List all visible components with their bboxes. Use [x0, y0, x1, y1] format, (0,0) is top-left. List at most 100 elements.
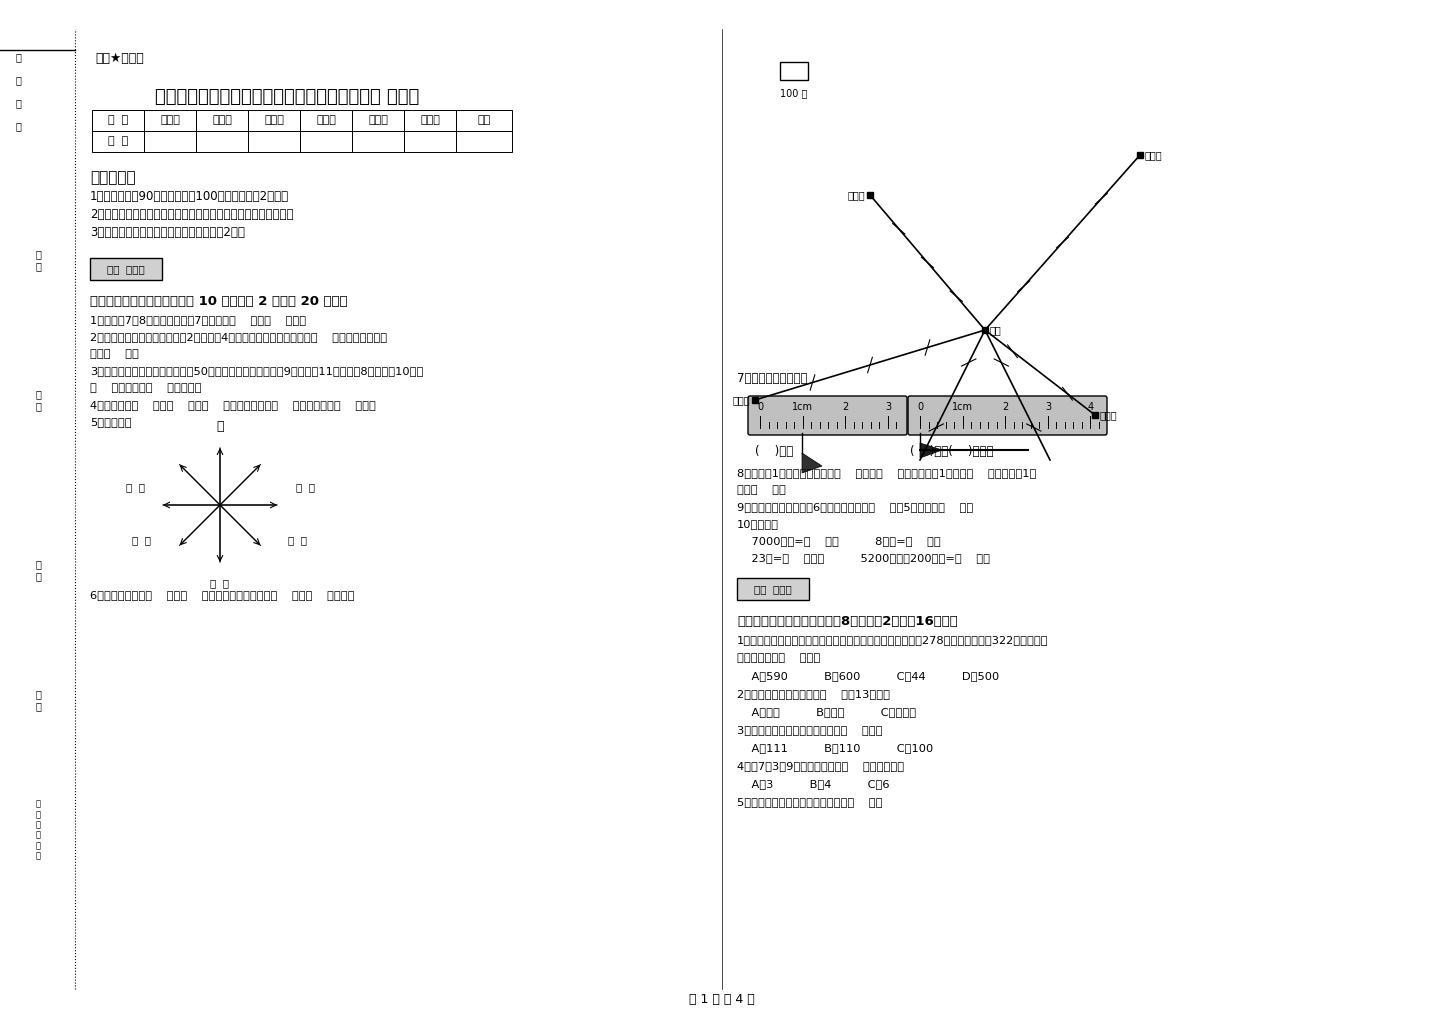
Text: 综合题: 综合题: [368, 115, 387, 125]
Text: 2: 2: [1001, 403, 1009, 412]
Text: 100 米: 100 米: [780, 88, 808, 98]
Text: 小明家: 小明家: [1100, 410, 1117, 420]
Bar: [197, 131, 249, 152]
Text: 装: 装: [14, 75, 20, 85]
Text: 学
校: 学 校: [35, 689, 40, 711]
Text: 小丽家: 小丽家: [1144, 150, 1163, 160]
Bar: [301, 131, 353, 152]
Text: 3、不要在试卷上乱写乱画，卷面不整洁扣2分。: 3、不要在试卷上乱写乱画，卷面不整洁扣2分。: [90, 226, 244, 239]
Bar: [92, 131, 144, 152]
Text: 小红家: 小红家: [847, 190, 866, 200]
Bar: [457, 131, 512, 152]
Text: 3、体育老师对第一小组同学进行50米跑测试，成绩如下小红9秒，小丽11秒，小明8秒，小军10秒。: 3、体育老师对第一小组同学进行50米跑测试，成绩如下小红9秒，小丽11秒，小明8…: [90, 366, 423, 376]
Text: 小明家: 小明家: [733, 395, 750, 405]
Text: 0: 0: [757, 403, 763, 412]
Text: 7、量出钉子的长度。: 7、量出钉子的长度。: [737, 372, 808, 385]
Text: 得分  评卷人: 得分 评卷人: [107, 264, 144, 274]
Text: 5、填一填。: 5、填一填。: [90, 417, 131, 427]
Text: 1、考试时间：90分钟，满分为100分（含卷面分2分）。: 1、考试时间：90分钟，满分为100分（含卷面分2分）。: [90, 190, 289, 203]
Text: （  ）: （ ）: [126, 482, 144, 492]
Text: 1、时针在7和8之间，分针指向7，这时是（    ）时（    ）分。: 1、时针在7和8之间，分针指向7，这时是（ ）时（ ）分。: [90, 315, 306, 325]
Bar: [737, 578, 809, 600]
Text: 0: 0: [918, 403, 923, 412]
Text: 2、按农历计算，有的年份（    ）有13个月。: 2、按农历计算，有的年份（ ）有13个月。: [737, 689, 890, 699]
Text: 判断题: 判断题: [264, 115, 283, 125]
Bar: [92, 110, 144, 131]
Polygon shape: [802, 453, 822, 473]
Text: 乡
镇
（
街
道
）: 乡 镇 （ 街 道 ）: [36, 800, 40, 860]
Text: 9、把一根绳子平均分成6份，每份是它的（    ），5份是它的（    ）。: 9、把一根绳子平均分成6份，每份是它的（ ），5份是它的（ ）。: [737, 502, 974, 512]
Text: 10、换算。: 10、换算。: [737, 519, 779, 529]
Text: （  ）: （ ）: [295, 482, 315, 492]
Text: 班
级: 班 级: [35, 559, 40, 581]
Text: 6、小红家在学校（    ）方（    ）米处；小明家在学校（    ）方（    ）米处。: 6、小红家在学校（ ）方（ ）米处；小明家在学校（ ）方（ ）米处。: [90, 590, 354, 600]
Bar: [405, 131, 457, 152]
Text: 考试须知：: 考试须知：: [90, 170, 136, 185]
Text: 4: 4: [1088, 403, 1094, 412]
Text: 学校: 学校: [990, 325, 1001, 335]
Text: 4、用7、3、9三个数字可组成（    ）个三位数。: 4、用7、3、9三个数字可组成（ ）个三位数。: [737, 761, 905, 771]
Text: 题: 题: [14, 52, 20, 62]
Text: 得分  评卷人: 得分 评卷人: [754, 584, 792, 594]
Text: 得  分: 得 分: [108, 137, 129, 147]
Text: 江西省重点小学三年级数学下学期每周一练试卷 附解析: 江西省重点小学三年级数学下学期每周一练试卷 附解析: [155, 88, 419, 106]
Text: 线: 线: [14, 121, 20, 131]
Bar: [301, 110, 353, 131]
Text: 8、分针走1小格，秒针正好走（    ），是（    ）秒。分针走1大格是（    ），时针走1大: 8、分针走1小格，秒针正好走（ ），是（ ）秒。分针走1大格是（ ），时针走1大: [737, 468, 1036, 478]
Text: (    )毫米: ( )毫米: [754, 445, 793, 458]
Text: A、一定          B、可能          C、不可能: A、一定 B、可能 C、不可能: [737, 707, 916, 717]
Text: 2、劳动课上做纸花，红红做了2朵纸花，4朵蓝花，红花占纸花总数的（    ），蓝花占纸花总: 2、劳动课上做纸花，红红做了2朵纸花，4朵蓝花，红花占纸花总数的（ ），蓝花占纸…: [90, 332, 387, 342]
Text: (    )厘米(    )毫米。: ( )厘米( )毫米。: [910, 445, 994, 458]
Text: 格是（    ）。: 格是（ ）。: [737, 485, 786, 495]
Text: 应用题: 应用题: [420, 115, 439, 125]
Text: A、111          B、110          C、100: A、111 B、110 C、100: [737, 743, 933, 753]
FancyBboxPatch shape: [749, 396, 907, 435]
Bar: [197, 110, 249, 131]
Text: A、3          B、4          C、6: A、3 B、4 C、6: [737, 779, 890, 789]
Text: 第 1 页 共 4 页: 第 1 页 共 4 页: [689, 993, 754, 1006]
Text: 1、广州新电视塔是广州市目前最高的建筑，它比中信大厦高278米。中信大厦高322米，那么广: 1、广州新电视塔是广州市目前最高的建筑，它比中信大厦高278米。中信大厦高322…: [737, 635, 1049, 645]
Bar: [144, 110, 197, 131]
Text: 4、你出生于（    ）年（    ）月（    ）日，那一年是（    ）年，全年有（    ）天。: 4、你出生于（ ）年（ ）月（ ）日，那一年是（ ）年，全年有（ ）天。: [90, 400, 376, 410]
Text: 数的（    ）。: 数的（ ）。: [90, 348, 139, 359]
Bar: [457, 110, 512, 131]
Text: 7000千克=（    ）吨          8千克=（    ）克: 7000千克=（ ）吨 8千克=（ ）克: [737, 536, 941, 546]
Text: （  ）: （ ）: [289, 535, 308, 545]
Text: （  ）: （ ）: [133, 535, 152, 545]
Bar: [780, 62, 808, 81]
Text: 1cm: 1cm: [792, 403, 812, 412]
Text: 一、用心思考，正确填空（共 10 题，每题 2 分，共 20 分）。: 一、用心思考，正确填空（共 10 题，每题 2 分，共 20 分）。: [90, 294, 348, 308]
Text: 3、最大的三位数是最大一位数的（    ）倍。: 3、最大的三位数是最大一位数的（ ）倍。: [737, 725, 883, 735]
Bar: [353, 131, 405, 152]
Text: 23吨=（    ）千克          5200千克－200千克=（    ）吨: 23吨=（ ）千克 5200千克－200千克=（ ）吨: [737, 553, 990, 564]
Text: 2: 2: [842, 403, 848, 412]
Text: 计算题: 计算题: [316, 115, 335, 125]
Text: 州新电视塔高（    ）米。: 州新电视塔高（ ）米。: [737, 653, 821, 663]
Text: 二、反复比较，慎重选择（共8题，每题2分，共16分）。: 二、反复比较，慎重选择（共8题，每题2分，共16分）。: [737, 615, 958, 628]
Text: 绝密★启用前: 绝密★启用前: [95, 52, 143, 65]
Bar: [353, 110, 405, 131]
Text: 1cm: 1cm: [951, 403, 972, 412]
Text: 选择题: 选择题: [212, 115, 233, 125]
Text: （  ）: （ ）: [211, 578, 230, 588]
Text: 姓
名: 姓 名: [35, 389, 40, 411]
Text: 总分: 总分: [477, 115, 491, 125]
FancyBboxPatch shape: [907, 396, 1107, 435]
Text: 题  号: 题 号: [108, 115, 129, 125]
Text: 北: 北: [217, 420, 224, 433]
Text: A、590          B、600          C、44          D、500: A、590 B、600 C、44 D、500: [737, 671, 1000, 681]
Text: 3: 3: [1045, 403, 1051, 412]
Bar: [249, 110, 301, 131]
Text: 考
号: 考 号: [35, 250, 40, 271]
Text: （    ）跑得最快（    ）跑得最慢: （ ）跑得最快（ ）跑得最慢: [90, 383, 201, 393]
Bar: [405, 110, 457, 131]
Bar: [90, 258, 162, 280]
Text: 5、最小三位数和最大三位数的和是（    ）。: 5、最小三位数和最大三位数的和是（ ）。: [737, 797, 883, 807]
Text: 填空题: 填空题: [160, 115, 181, 125]
Text: 3: 3: [884, 403, 892, 412]
Polygon shape: [920, 443, 942, 458]
Bar: [249, 131, 301, 152]
Text: 2、请首先按要求在试卷的指定位置填写您的姓名、班级、学号。: 2、请首先按要求在试卷的指定位置填写您的姓名、班级、学号。: [90, 208, 293, 221]
Text: 订: 订: [14, 98, 20, 108]
Bar: [144, 131, 197, 152]
